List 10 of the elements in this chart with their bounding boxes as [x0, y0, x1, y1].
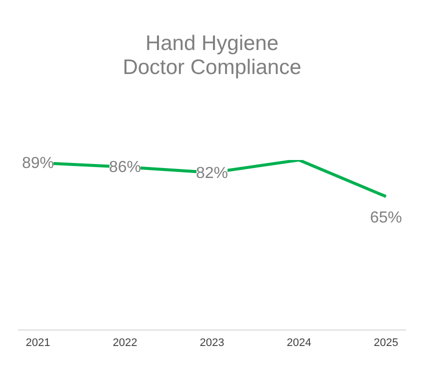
x-tick-label: 2023: [200, 336, 224, 349]
data-label: 89%: [22, 155, 54, 172]
data-label: 86%: [108, 159, 142, 176]
data-label: 82%: [196, 164, 228, 182]
x-tick-label: 2025: [374, 336, 398, 349]
x-tick-label: 2024: [286, 336, 312, 349]
x-tick-label: 2022: [112, 336, 138, 349]
data-label: 65%: [370, 210, 402, 227]
chart-title: Hand Hygiene Doctor Compliance: [122, 32, 302, 80]
x-tick-label: 2021: [26, 336, 50, 349]
